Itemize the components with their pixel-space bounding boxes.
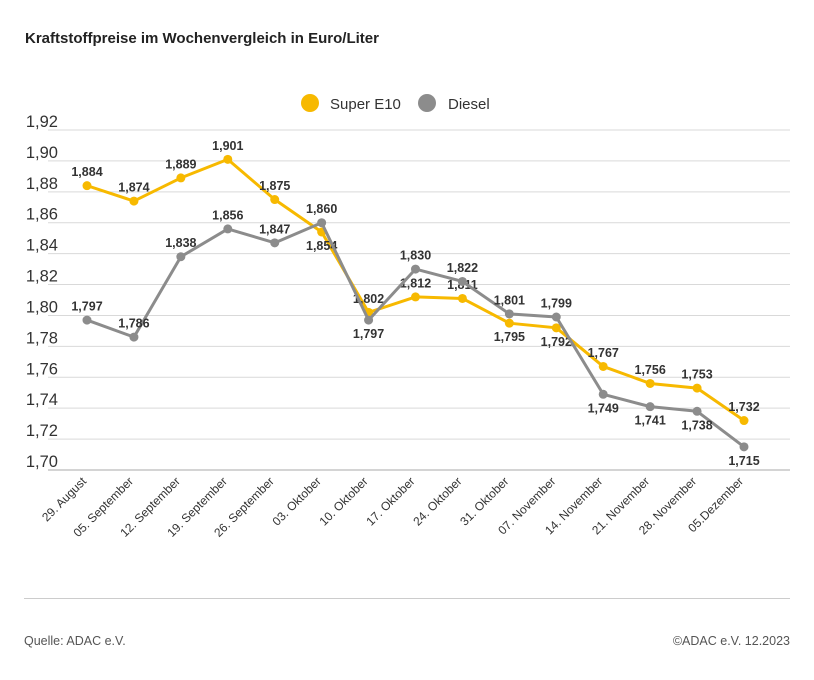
svg-text:1,856: 1,856 (212, 208, 243, 222)
svg-text:17. Oktober: 17. Oktober (363, 474, 417, 528)
svg-text:1,860: 1,860 (306, 202, 337, 216)
svg-text:1,795: 1,795 (494, 330, 525, 344)
svg-text:1,875: 1,875 (259, 179, 290, 193)
svg-text:1,82: 1,82 (26, 268, 58, 286)
svg-text:1,797: 1,797 (71, 300, 102, 314)
svg-text:1,797: 1,797 (353, 327, 384, 341)
svg-text:29. August: 29. August (39, 474, 89, 524)
svg-text:1,830: 1,830 (400, 249, 431, 263)
svg-text:1,889: 1,889 (165, 157, 196, 171)
svg-text:1,732: 1,732 (728, 400, 759, 414)
svg-text:1,874: 1,874 (118, 181, 149, 195)
svg-text:1,812: 1,812 (400, 276, 431, 290)
svg-text:1,838: 1,838 (165, 236, 196, 250)
svg-text:1,884: 1,884 (71, 165, 102, 179)
svg-text:1,74: 1,74 (26, 391, 58, 409)
svg-text:1,88: 1,88 (26, 175, 58, 193)
svg-text:1,801: 1,801 (494, 293, 525, 307)
svg-text:1,715: 1,715 (728, 454, 759, 468)
svg-text:1,822: 1,822 (447, 261, 478, 275)
svg-text:1,756: 1,756 (635, 363, 666, 377)
svg-text:1,753: 1,753 (681, 368, 712, 382)
svg-text:1,767: 1,767 (588, 346, 619, 360)
svg-text:03. Oktober: 03. Oktober (270, 474, 324, 528)
svg-text:1,80: 1,80 (26, 298, 58, 316)
svg-text:1,78: 1,78 (26, 329, 58, 347)
svg-text:1,72: 1,72 (26, 422, 58, 440)
svg-text:1,786: 1,786 (118, 317, 149, 331)
svg-text:1,90: 1,90 (26, 144, 58, 162)
svg-text:1,70: 1,70 (26, 453, 58, 471)
svg-text:24. Oktober: 24. Oktober (410, 474, 464, 528)
svg-text:1,76: 1,76 (26, 360, 58, 378)
svg-text:1,86: 1,86 (26, 206, 58, 224)
svg-text:1,901: 1,901 (212, 139, 243, 153)
svg-text:10. Oktober: 10. Oktober (316, 474, 370, 528)
svg-text:1,799: 1,799 (541, 297, 572, 311)
svg-text:1,847: 1,847 (259, 222, 290, 236)
svg-text:1,84: 1,84 (26, 237, 58, 255)
svg-text:1,741: 1,741 (635, 414, 666, 428)
svg-text:1,749: 1,749 (588, 401, 619, 415)
svg-text:1,92: 1,92 (26, 113, 58, 131)
svg-text:1,738: 1,738 (681, 418, 712, 432)
